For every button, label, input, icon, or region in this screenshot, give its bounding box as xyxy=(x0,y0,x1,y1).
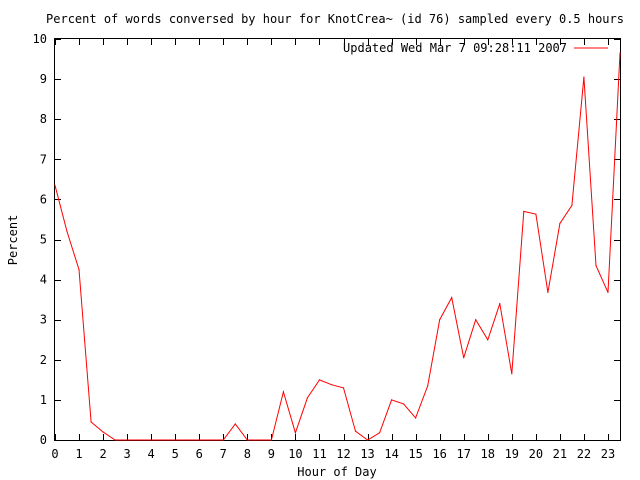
data-point xyxy=(378,432,381,434)
x-tick-label: 14 xyxy=(384,447,398,461)
data-point xyxy=(138,439,140,441)
data-point xyxy=(330,384,333,386)
x-tick-label: 5 xyxy=(172,447,179,461)
x-tick-label: 21 xyxy=(553,447,567,461)
chart-title: Percent of words conversed by hour for K… xyxy=(46,12,624,26)
y-axis: 0 1 2 3 4 5 6 7 8 9 10 xyxy=(33,32,620,447)
x-tick-label: 2 xyxy=(99,447,106,461)
data-point xyxy=(270,439,272,441)
data-point xyxy=(583,76,585,78)
x-tick-label: 17 xyxy=(456,447,470,461)
data-point xyxy=(162,439,164,441)
data-point xyxy=(342,387,345,389)
data-point xyxy=(354,430,357,432)
x-tick-label: 13 xyxy=(360,447,374,461)
data-point xyxy=(463,357,465,359)
data-point xyxy=(535,213,537,215)
y-tick-label: 2 xyxy=(40,353,47,367)
x-tick-label: 16 xyxy=(432,447,446,461)
data-point xyxy=(439,319,441,321)
legend-label: Updated Wed Mar 7 09:28:11 2007 xyxy=(343,41,567,55)
y-tick-label: 0 xyxy=(40,433,47,447)
x-tick-label: 23 xyxy=(601,447,615,461)
data-point xyxy=(306,397,309,399)
data-point xyxy=(78,268,80,271)
x-axis-label: Hour of Day xyxy=(297,465,376,479)
data-point xyxy=(559,222,561,225)
x-tick-label: 1 xyxy=(75,447,82,461)
data-point xyxy=(258,439,260,441)
data-point xyxy=(90,421,92,423)
data-point xyxy=(150,439,152,441)
x-tick-label: 22 xyxy=(577,447,591,461)
x-tick-label: 10 xyxy=(288,447,302,461)
x-tick-label: 6 xyxy=(196,447,203,461)
x-tick-label: 15 xyxy=(408,447,422,461)
data-point xyxy=(282,391,285,393)
y-tick-label: 3 xyxy=(40,313,47,327)
y-tick-label: 1 xyxy=(40,393,47,407)
x-tick-label: 3 xyxy=(124,447,131,461)
data-point xyxy=(246,439,248,441)
data-point xyxy=(607,291,609,294)
x-tick-label: 0 xyxy=(51,447,58,461)
data-point xyxy=(366,439,369,441)
x-tick-label: 11 xyxy=(312,447,326,461)
x-tick-label: 9 xyxy=(268,447,275,461)
x-tick-label: 19 xyxy=(505,447,519,461)
y-tick-label: 9 xyxy=(40,72,47,86)
y-tick-label: 4 xyxy=(40,273,47,287)
y-tick-label: 10 xyxy=(33,32,47,46)
data-point xyxy=(114,439,116,441)
data-point xyxy=(66,230,68,233)
data-point xyxy=(198,439,200,441)
y-tick-label: 6 xyxy=(40,192,47,206)
data-point xyxy=(186,439,188,441)
x-tick-label: 4 xyxy=(148,447,155,461)
data-point xyxy=(174,439,176,441)
data-point xyxy=(415,417,417,419)
data-point xyxy=(390,399,393,401)
y-tick-label: 5 xyxy=(40,233,47,247)
data-point xyxy=(547,291,549,294)
data-point xyxy=(511,373,513,375)
data-point xyxy=(571,204,573,207)
data-point xyxy=(499,303,501,305)
data-point xyxy=(234,423,236,425)
x-tick-label: 8 xyxy=(244,447,251,461)
y-axis-label: Percent xyxy=(6,215,20,266)
data-point xyxy=(222,439,224,441)
y-tick-label: 7 xyxy=(40,152,47,166)
data-point xyxy=(619,52,621,54)
y-tick-label: 8 xyxy=(40,112,47,126)
data-point xyxy=(475,319,477,321)
data-point xyxy=(523,210,525,213)
data-point xyxy=(210,439,212,441)
data-point xyxy=(294,432,297,434)
data-point xyxy=(403,403,405,405)
plot-area xyxy=(54,38,621,441)
x-tick-label: 18 xyxy=(481,447,495,461)
data-point xyxy=(487,339,489,341)
data-point xyxy=(102,431,104,433)
series-line xyxy=(54,52,621,441)
data-point xyxy=(451,297,453,299)
data-point xyxy=(54,184,56,186)
series-layer xyxy=(54,52,621,441)
data-point xyxy=(427,385,429,387)
data-point xyxy=(126,439,128,441)
x-axis: 0 1 2 3 4 5 6 7 8 9 10 11 12 13 14 15 16 17 18 19 20 21 22 23 xyxy=(51,39,615,461)
data-point xyxy=(595,264,597,267)
legend: Updated Wed Mar 7 09:28:11 2007 xyxy=(343,41,608,55)
x-tick-label: 7 xyxy=(220,447,227,461)
x-tick-label: 20 xyxy=(529,447,543,461)
x-tick-label: 12 xyxy=(336,447,350,461)
data-point xyxy=(318,379,321,381)
